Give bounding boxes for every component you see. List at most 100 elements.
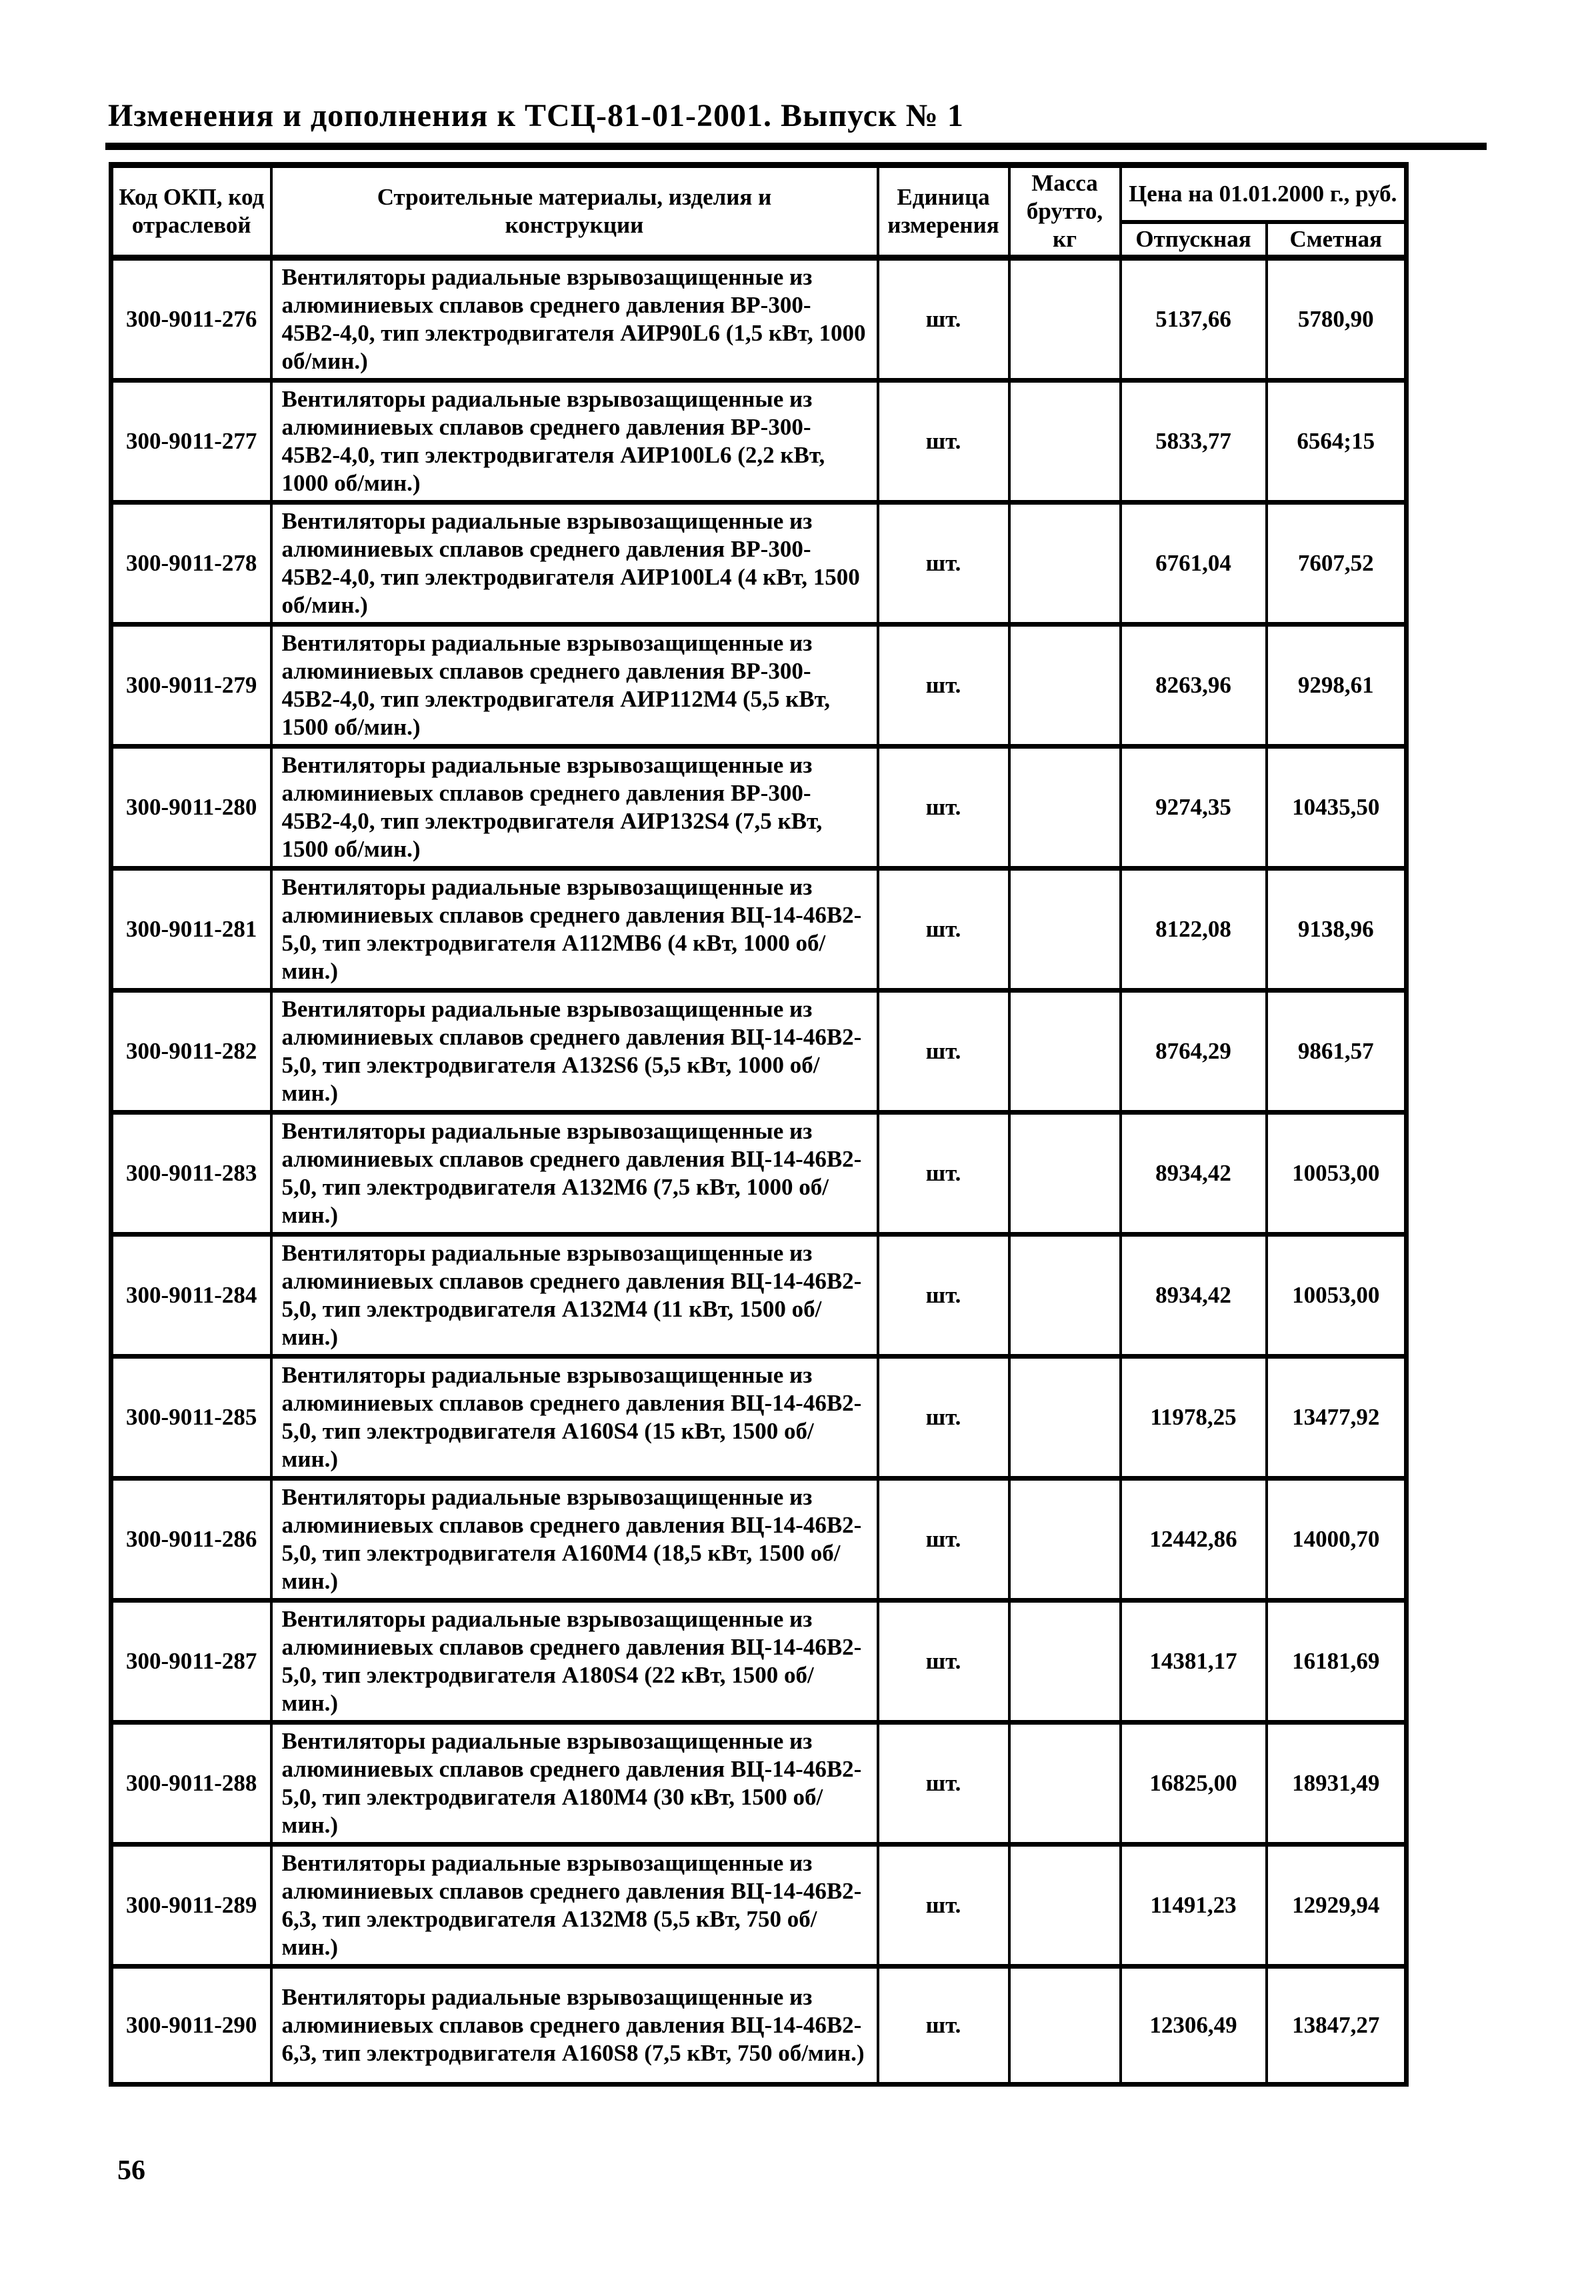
column-header-name-text: Строительные материалы, изделия и констр… <box>377 184 772 238</box>
unit-value: шт. <box>876 744 1011 870</box>
column-header-unit: Единица измерения <box>876 163 1011 261</box>
price-estimate-value: 12929,94 <box>1265 1842 1408 1968</box>
unit-value: шт. <box>876 1842 1011 1968</box>
price-estimate-value: 7607,52 <box>1265 500 1408 626</box>
price-release-value: 11491,23 <box>1119 1842 1268 1968</box>
table-row: 300-9011-289 Вентиляторы радиальные взры… <box>109 1842 1408 1968</box>
price-release-value: 5137,66 <box>1119 255 1268 382</box>
table-row: 300-9011-285 Вентиляторы радиальные взры… <box>109 1354 1408 1480</box>
mass-value <box>1007 1354 1122 1480</box>
price-release-value: 16825,00 <box>1119 1720 1268 1846</box>
unit-value: шт. <box>876 1110 1011 1236</box>
material-description: Вентиляторы радиальные взрывозащищенные … <box>269 1232 879 1358</box>
page-number: 56 <box>117 2155 145 2186</box>
column-header-name: Строительные материалы, изделия и констр… <box>269 163 879 261</box>
table-row: 300-9011-290 Вентиляторы радиальные взры… <box>109 1964 1408 2086</box>
mass-value <box>1007 1476 1122 1602</box>
unit-value: шт. <box>876 622 1011 748</box>
material-description: Вентиляторы радиальные взрывозащищенные … <box>269 500 879 626</box>
table-row: 300-9011-276 Вентиляторы радиальные взры… <box>109 255 1408 382</box>
material-description: Вентиляторы радиальные взрывозащищенные … <box>269 378 879 504</box>
table-row: 300-9011-287 Вентиляторы радиальные взры… <box>109 1598 1408 1724</box>
okp-code: 300-9011-276 <box>109 255 273 382</box>
price-release-value: 8934,42 <box>1119 1232 1268 1358</box>
okp-code: 300-9011-278 <box>109 500 273 626</box>
price-estimate-value: 10053,00 <box>1265 1110 1408 1236</box>
okp-code: 300-9011-287 <box>109 1598 273 1724</box>
table-row: 300-9011-286 Вентиляторы радиальные взры… <box>109 1476 1408 1602</box>
material-description: Вентиляторы радиальные взрывозащищенные … <box>269 744 879 870</box>
unit-value: шт. <box>876 255 1011 382</box>
price-release-value: 14381,17 <box>1119 1598 1268 1724</box>
price-estimate-value: 18931,49 <box>1265 1720 1408 1846</box>
price-estimate-value: 14000,70 <box>1265 1476 1408 1602</box>
table-body: 300-9011-276 Вентиляторы радиальные взры… <box>109 255 1408 2086</box>
okp-code: 300-9011-284 <box>109 1232 273 1358</box>
unit-value: шт. <box>876 1476 1011 1602</box>
price-release-value: 8263,96 <box>1119 622 1268 748</box>
price-release-value: 6761,04 <box>1119 500 1268 626</box>
table-row: 300-9011-280 Вентиляторы радиальные взры… <box>109 744 1408 870</box>
price-estimate-value: 5780,90 <box>1265 255 1408 382</box>
okp-code: 300-9011-279 <box>109 622 273 748</box>
mass-value <box>1007 378 1122 504</box>
table-row: 300-9011-278 Вентиляторы радиальные взры… <box>109 500 1408 626</box>
okp-code: 300-9011-285 <box>109 1354 273 1480</box>
mass-value <box>1007 1598 1122 1724</box>
okp-code: 300-9011-283 <box>109 1110 273 1236</box>
mass-value <box>1007 988 1122 1114</box>
mass-value <box>1007 866 1122 992</box>
column-header-price-estimate: Сметная <box>1265 219 1408 261</box>
unit-value: шт. <box>876 1232 1011 1358</box>
mass-value <box>1007 500 1122 626</box>
column-header-code: Код ОКП, код отраслевой <box>109 163 273 261</box>
material-description: Вентиляторы радиальные взрывозащищенные … <box>269 988 879 1114</box>
table-row: 300-9011-283 Вентиляторы радиальные взры… <box>109 1110 1408 1236</box>
okp-code: 300-9011-282 <box>109 988 273 1114</box>
price-estimate-value: 9138,96 <box>1265 866 1408 992</box>
mass-value <box>1007 622 1122 748</box>
material-description: Вентиляторы радиальные взрывозащищенные … <box>269 622 879 748</box>
material-description: Вентиляторы радиальные взрывозащищенные … <box>269 866 879 992</box>
unit-value: шт. <box>876 1598 1011 1724</box>
unit-value: шт. <box>876 378 1011 504</box>
mass-value <box>1007 1964 1122 2086</box>
material-description: Вентиляторы радиальные взрывозащищенные … <box>269 1110 879 1236</box>
price-release-value: 5833,77 <box>1119 378 1268 504</box>
table-header: Код ОКП, код отраслевой Строительные мат… <box>109 163 1408 261</box>
price-release-value: 8122,08 <box>1119 866 1268 992</box>
table-row: 300-9011-284 Вентиляторы радиальные взры… <box>109 1232 1408 1358</box>
material-description: Вентиляторы радиальные взрывозащищенные … <box>269 1354 879 1480</box>
unit-value: шт. <box>876 866 1011 992</box>
price-estimate-value: 13477,92 <box>1265 1354 1408 1480</box>
unit-value: шт. <box>876 500 1011 626</box>
okp-code: 300-9011-277 <box>109 378 273 504</box>
mass-value <box>1007 1720 1122 1846</box>
okp-code: 300-9011-289 <box>109 1842 273 1968</box>
price-estimate-value: 10053,00 <box>1265 1232 1408 1358</box>
material-description: Вентиляторы радиальные взрывозащищенные … <box>269 1964 879 2086</box>
okp-code: 300-9011-280 <box>109 744 273 870</box>
column-header-price-release: Отпускная <box>1119 219 1268 261</box>
unit-value: шт. <box>876 1720 1011 1846</box>
price-release-value: 8764,29 <box>1119 988 1268 1114</box>
okp-code: 300-9011-286 <box>109 1476 273 1602</box>
price-release-value: 12306,49 <box>1119 1964 1268 2086</box>
price-estimate-value: 9861,57 <box>1265 988 1408 1114</box>
mass-value <box>1007 1842 1122 1968</box>
material-description: Вентиляторы радиальные взрывозащищенные … <box>269 1598 879 1724</box>
mass-value <box>1007 744 1122 870</box>
okp-code: 300-9011-288 <box>109 1720 273 1846</box>
price-release-value: 8934,42 <box>1119 1110 1268 1236</box>
table-row: 300-9011-281 Вентиляторы радиальные взры… <box>109 866 1408 992</box>
okp-code: 300-9011-290 <box>109 1964 273 2086</box>
price-table: Код ОКП, код отраслевой Строительные мат… <box>109 162 1409 2087</box>
material-description: Вентиляторы радиальные взрывозащищенные … <box>269 1842 879 1968</box>
price-estimate-value: 16181,69 <box>1265 1598 1408 1724</box>
price-estimate-value: 10435,50 <box>1265 744 1408 870</box>
material-description: Вентиляторы радиальные взрывозащищенные … <box>269 1720 879 1846</box>
column-header-mass: Масса брутто, кг <box>1007 163 1122 261</box>
header-row-top: Код ОКП, код отраслевой Строительные мат… <box>109 163 1408 261</box>
material-description: Вентиляторы радиальные взрывозащищенные … <box>269 1476 879 1602</box>
